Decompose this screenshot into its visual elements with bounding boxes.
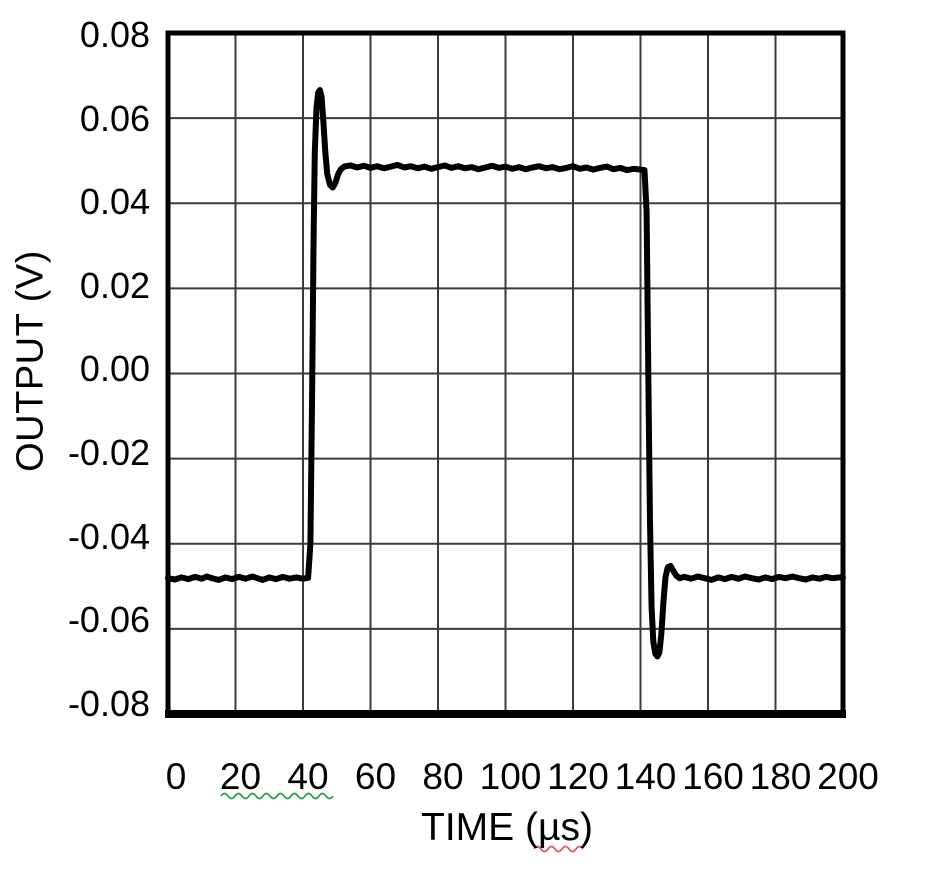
y-tick-label: 0.06 [79, 97, 150, 139]
x-tick-label: 180 [749, 756, 812, 797]
x-tick-label: 80 [422, 756, 464, 797]
x-tick-label: 0 [165, 756, 187, 797]
waveform-trace [165, 87, 846, 660]
x-tick-label: 200 [817, 756, 879, 797]
y-tick-label: -0.06 [67, 599, 150, 641]
x-tick-label: 100 [479, 756, 542, 797]
x-axis-title: TIME (µs) [421, 806, 593, 849]
x-tick-label: 20 [219, 756, 262, 797]
y-tick-label: -0.08 [67, 682, 150, 724]
y-tick-label: 0.08 [79, 14, 150, 55]
y-tick-label: 0.00 [79, 348, 150, 390]
green-spellcheck-squiggle [220, 792, 334, 800]
x-tick-label: 120 [547, 756, 609, 797]
y-tick-label: -0.04 [67, 515, 150, 557]
y-tick-label: -0.02 [67, 432, 150, 473]
y-tick-label: 0.04 [79, 181, 150, 223]
x-tick-label: 140 [614, 756, 677, 797]
y-tick-label: 0.02 [79, 264, 150, 306]
x-tick-label: 160 [682, 756, 744, 797]
x-tick-label: 60 [354, 756, 397, 797]
x-tick-label: 40 [287, 756, 329, 797]
red-spellcheck-squiggle [533, 845, 584, 853]
